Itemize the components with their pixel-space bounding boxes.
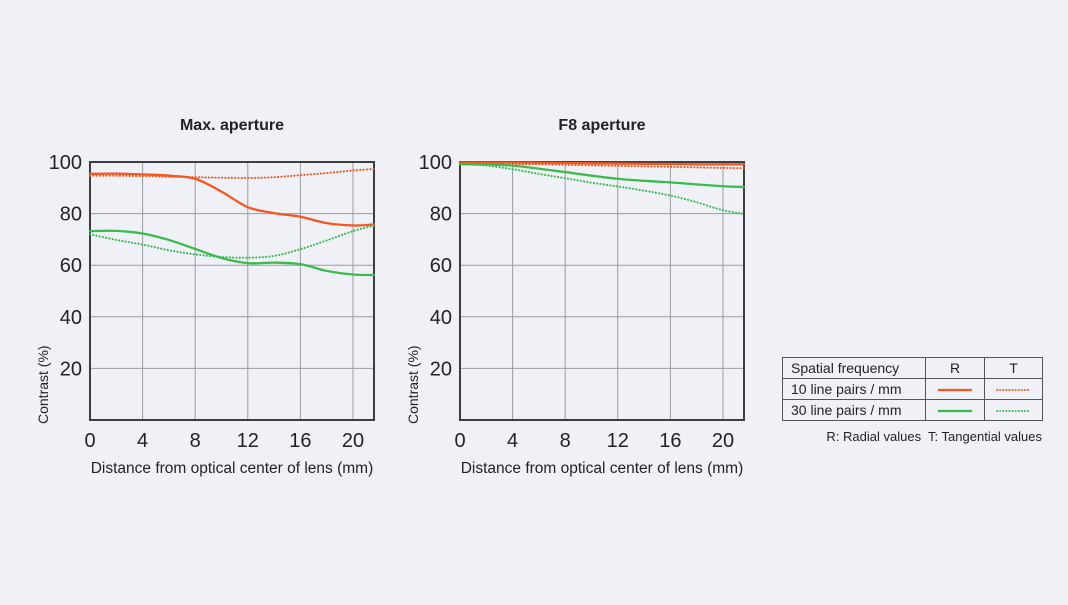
- legend-cell-30lp-radial: [925, 399, 985, 421]
- legend-header-spatial-frequency: Spatial frequency: [782, 357, 926, 379]
- x-tick-label: 4: [137, 430, 148, 452]
- legend-row-label: 30 line pairs / mm: [782, 399, 926, 421]
- x-tick-label: 12: [607, 430, 629, 452]
- legend-header-row: Spatial frequency R T: [782, 357, 1043, 379]
- legend-cell-10lp-tangential: [984, 378, 1043, 400]
- y-tick-label: 60: [430, 255, 452, 277]
- legend-header-radial: R: [925, 357, 985, 379]
- y-tick-label: 20: [430, 358, 452, 380]
- series-t10: [458, 162, 746, 170]
- legend-caption: R: Radial values T: Tangential values: [826, 429, 1042, 444]
- x-tick-label: 20: [342, 430, 364, 452]
- chart-title: F8 aperture: [558, 117, 645, 134]
- x-tick-label: 0: [454, 430, 465, 452]
- y-axis-label: Contrast (%): [35, 345, 51, 424]
- legend-row-10-line-pairs: 10 line pairs / mm: [782, 378, 1043, 400]
- y-tick-label: 100: [419, 152, 452, 174]
- y-tick-label: 40: [60, 307, 82, 329]
- y-tick-label: 100: [49, 152, 82, 174]
- legend-cell-30lp-tangential: [984, 399, 1043, 421]
- x-tick-label: 8: [560, 430, 571, 452]
- solid-line-sample-icon: [938, 389, 972, 392]
- x-tick-label: 4: [507, 430, 518, 452]
- y-tick-label: 60: [60, 255, 82, 277]
- y-axis-label: Contrast (%): [405, 345, 421, 424]
- x-tick-label: 20: [712, 430, 734, 452]
- series-t30: [458, 163, 746, 215]
- plot-border: [459, 161, 745, 421]
- x-axis-label: Distance from optical center of lens (mm…: [461, 460, 744, 477]
- series-t30: [88, 224, 376, 259]
- y-tick-label: 80: [60, 204, 82, 226]
- x-tick-label: 16: [659, 430, 681, 452]
- mtf-chart-f8-aperture: F8 aperture Distance from optical center…: [405, 117, 746, 477]
- legend-row-30-line-pairs: 30 line pairs / mm: [782, 399, 1043, 421]
- legend-header-tangential: T: [984, 357, 1043, 379]
- x-axis-label: Distance from optical center of lens (mm…: [91, 460, 374, 477]
- dotted-line-sample-icon: [995, 389, 1032, 392]
- x-tick-label: 16: [289, 430, 311, 452]
- y-tick-label: 40: [430, 307, 452, 329]
- y-tick-label: 20: [60, 358, 82, 380]
- mtf-chart-max-aperture: Max. aperture Distance from optical cent…: [35, 117, 376, 477]
- series-r10: [88, 172, 376, 227]
- plot-border: [89, 161, 375, 421]
- legend-cell-10lp-radial: [925, 378, 985, 400]
- chart-title: Max. aperture: [180, 117, 284, 134]
- series-r30: [88, 229, 376, 277]
- series-r10: [458, 161, 746, 166]
- solid-line-sample-icon: [938, 410, 972, 413]
- legend-table: Spatial frequency R T 10 line pairs / mm: [782, 357, 1043, 421]
- dotted-line-sample-icon: [995, 410, 1032, 413]
- series-r30: [458, 162, 746, 189]
- x-tick-label: 8: [190, 430, 201, 452]
- x-tick-label: 12: [237, 430, 259, 452]
- y-tick-label: 80: [430, 204, 452, 226]
- series-t10: [88, 167, 376, 180]
- legend-row-label: 10 line pairs / mm: [782, 378, 926, 400]
- x-tick-label: 0: [84, 430, 95, 452]
